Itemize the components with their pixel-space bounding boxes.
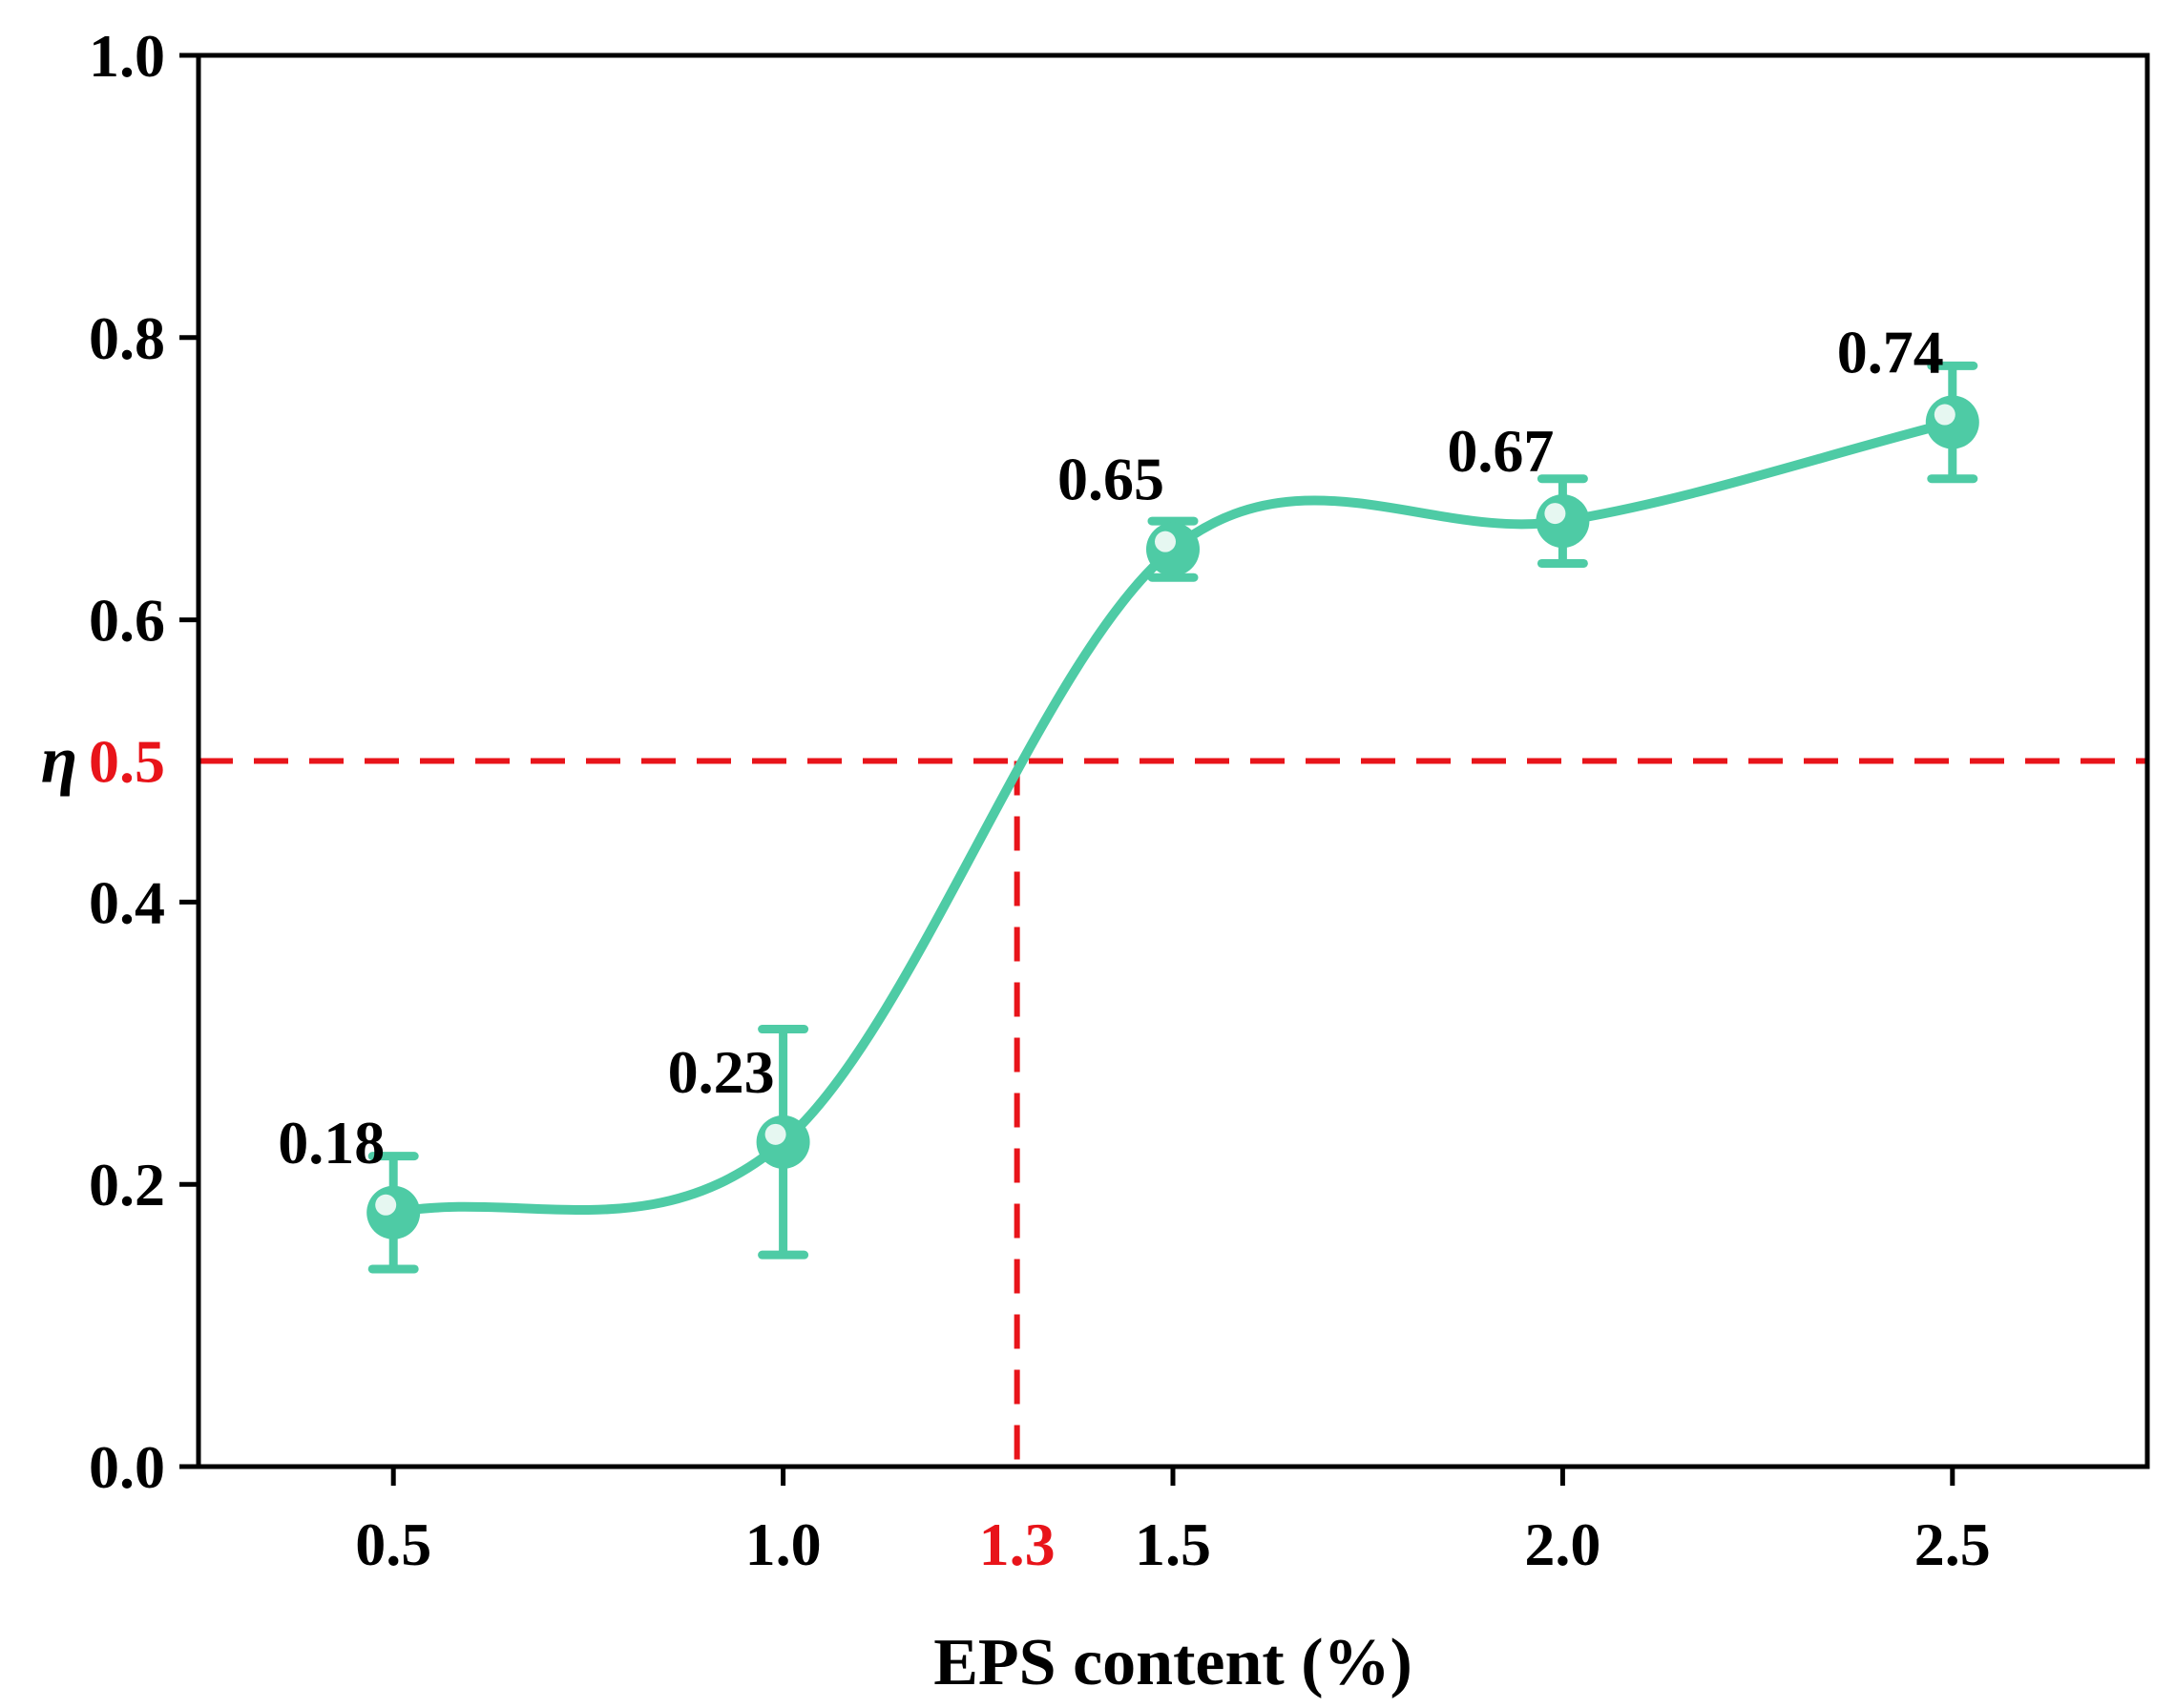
data-point-highlight — [764, 1123, 786, 1145]
data-point — [756, 1114, 810, 1169]
data-label: 0.18 — [278, 1109, 385, 1177]
data-label: 0.65 — [1057, 446, 1164, 513]
data-point-highlight — [1934, 404, 1955, 426]
reference-x-label: 1.3 — [979, 1510, 1056, 1578]
data-label: 0.74 — [1837, 319, 1944, 386]
x-tick-label: 2.0 — [1524, 1510, 1600, 1578]
y-tick-label: 1.0 — [89, 22, 165, 90]
data-point — [366, 1185, 421, 1239]
curve-layer — [388, 417, 1957, 1218]
y-axis-title: η — [41, 724, 77, 798]
y-tick-label: 0.8 — [89, 304, 165, 372]
y-tick-label: 0.4 — [89, 868, 165, 936]
data-labels: 0.18 0.23 0.65 0.67 0.74 — [278, 319, 1944, 1177]
data-points — [366, 395, 1979, 1239]
y-tick-label: 0.6 — [89, 587, 165, 655]
series-curve — [388, 417, 1957, 1218]
data-label: 0.67 — [1447, 417, 1554, 485]
y-tick-label: 0.2 — [89, 1151, 165, 1219]
x-tick-label: 1.0 — [745, 1510, 822, 1578]
data-point-highlight — [1544, 503, 1566, 525]
x-tick-label: 2.5 — [1914, 1510, 1991, 1578]
y-tick-label: 0.0 — [89, 1433, 165, 1501]
reference-y-label: 0.5 — [89, 728, 165, 796]
x-tick-label: 1.5 — [1135, 1510, 1211, 1578]
data-label: 0.23 — [668, 1038, 775, 1106]
error-bars — [367, 361, 1978, 1274]
data-point — [1146, 522, 1200, 576]
data-point — [1925, 395, 1979, 449]
x-axis-title: EPS content (%) — [933, 1626, 1412, 1699]
axes: 0.5 1.0 1.5 2.0 2.5 0.0 0.2 0.4 0.6 0.8 1.0 — [89, 22, 2150, 1578]
data-point — [1536, 494, 1590, 549]
data-point-highlight — [375, 1194, 397, 1216]
x-tick-label: 0.5 — [355, 1510, 431, 1578]
reference-lines — [199, 758, 2147, 1467]
data-point-highlight — [1155, 531, 1176, 552]
